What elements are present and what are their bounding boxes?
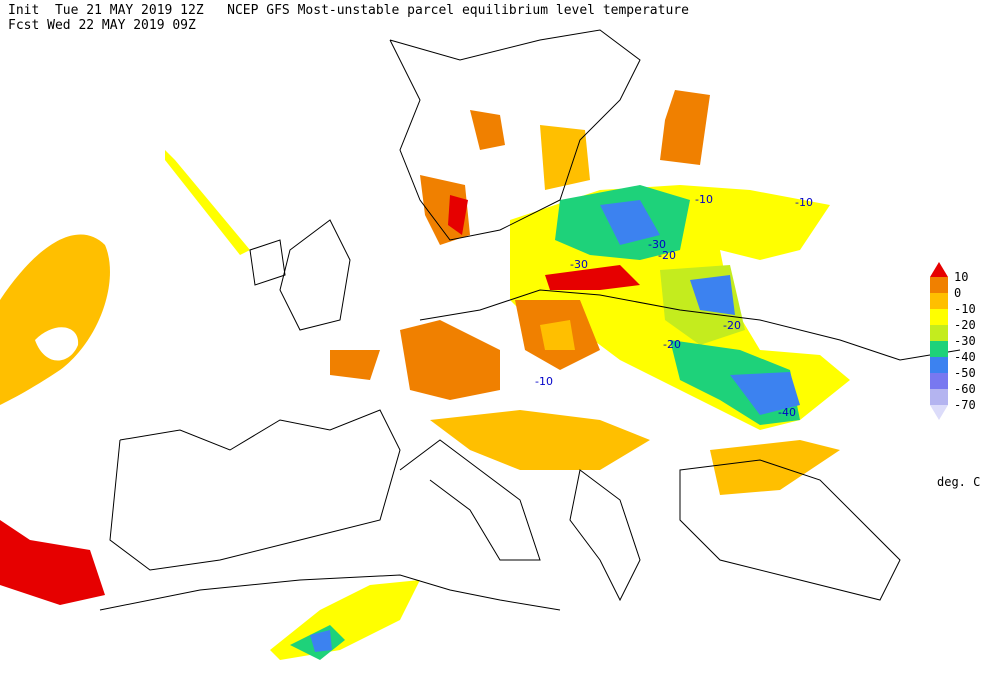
legend-swatch: [930, 262, 948, 277]
legend-label: 0: [954, 286, 961, 300]
contour-label: -40: [778, 406, 796, 419]
legend-label: -60: [954, 382, 976, 396]
contour-label: -30: [648, 238, 666, 251]
contour-label: -10: [695, 193, 713, 206]
coastlines: [99, 29, 961, 611]
legend-swatch: [930, 357, 948, 373]
legend-swatch: [930, 341, 948, 357]
legend-swatch: [930, 325, 948, 341]
header-line: Init Tue 21 MAY 2019 12Z NCEP GFS Most-u…: [8, 3, 689, 18]
contour-labels: -10 -10 -30 -20 -30 -20 -20 -10 -40: [535, 193, 813, 419]
legend-label: -10: [954, 302, 976, 316]
legend-label: -70: [954, 398, 976, 412]
legend-swatch: [930, 293, 948, 309]
legend-swatch: [930, 405, 948, 420]
field: [0, 90, 850, 660]
legend-label: 10: [954, 270, 968, 284]
legend-swatch: [930, 309, 948, 325]
legend-label: -50: [954, 366, 976, 380]
contour-label: -20: [723, 319, 741, 332]
contour-label: -10: [795, 196, 813, 209]
contour-label: -10: [535, 375, 553, 388]
legend-label: -20: [954, 318, 976, 332]
legend: 10 0 -10 -20 -30 -40 -50 -60 -70: [930, 262, 976, 420]
legend-swatch: [930, 373, 948, 389]
legend-unit: deg. C: [937, 475, 980, 489]
legend-label: -30: [954, 334, 976, 348]
contour-label: -20: [658, 249, 676, 262]
contour-label: -30: [570, 258, 588, 271]
header-line: Fcst Wed 22 MAY 2019 09Z: [8, 18, 196, 33]
contour-label: -20: [663, 338, 681, 351]
legend-swatch: [930, 389, 948, 405]
legend-swatch: [930, 277, 948, 293]
legend-label: -40: [954, 350, 976, 364]
